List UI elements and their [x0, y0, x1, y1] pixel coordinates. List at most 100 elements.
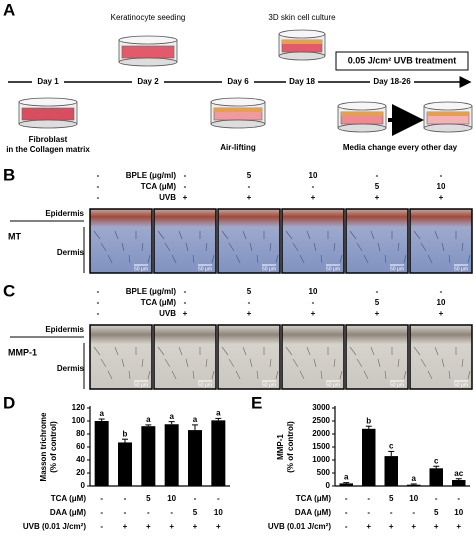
condition-value: 5	[247, 287, 252, 296]
scale-label: 50 μm	[390, 266, 404, 272]
fiber	[114, 230, 119, 240]
condition-value: 10	[454, 508, 463, 517]
fiber	[228, 242, 235, 252]
fiber	[164, 242, 171, 252]
bar	[141, 426, 156, 486]
y-tick-label: 0	[326, 481, 331, 490]
y-axis-label: MMP-1	[276, 434, 285, 460]
fiber	[242, 346, 247, 356]
significance-label: a	[99, 409, 104, 418]
fiber	[256, 370, 259, 380]
dish-bottom	[118, 57, 178, 67]
condition-value: -	[367, 494, 370, 503]
condition-value: -	[100, 508, 103, 517]
bar	[407, 484, 421, 486]
fiber	[333, 242, 336, 252]
scale-label: 50 μm	[134, 266, 148, 272]
panel-label: D	[3, 393, 15, 412]
condition-value: -	[124, 508, 127, 517]
bar	[362, 428, 376, 486]
y-tick-label: 100	[72, 416, 86, 425]
condition-value: +	[183, 309, 188, 318]
condition-value: 5	[375, 298, 380, 307]
fiber	[377, 358, 381, 368]
fiber	[313, 358, 317, 368]
layer-label: Dermis	[57, 248, 85, 257]
dish-top	[278, 29, 326, 39]
condition-value: 5	[389, 494, 394, 503]
significance-label: a	[146, 415, 151, 424]
condition-value: 10	[309, 287, 318, 296]
condition-value: -	[345, 494, 348, 503]
day-bg	[32, 76, 64, 88]
insert	[121, 45, 175, 59]
histology-image	[89, 324, 153, 390]
fiber	[370, 346, 375, 356]
fiber	[100, 242, 107, 252]
fiber	[292, 358, 299, 368]
fiber	[171, 370, 177, 380]
condition-value: +	[123, 522, 128, 531]
fiber	[235, 254, 241, 264]
fiber	[320, 254, 323, 264]
condition-value: +	[439, 193, 444, 202]
fiber	[269, 358, 272, 368]
fiber	[339, 254, 343, 264]
epidermis-layer	[427, 112, 469, 116]
uvb-note: 0.05 J/cm² UVB treatment	[348, 55, 457, 65]
condition-value: -	[345, 522, 348, 531]
fiber	[403, 370, 407, 380]
condition-label: BPLE (μg/ml)	[126, 287, 177, 296]
condition-value: +	[146, 522, 151, 531]
condition-value: +	[375, 193, 380, 202]
fiber	[275, 370, 279, 380]
bar	[188, 430, 202, 486]
epidermis-layer	[341, 112, 383, 116]
note: 3D skin cell culture	[268, 13, 336, 22]
insert	[21, 107, 75, 121]
fiber	[147, 254, 151, 264]
fiber	[205, 358, 208, 368]
fiber	[377, 242, 381, 252]
condition-label: TCA (μM)	[141, 182, 177, 191]
condition-label: UVB	[159, 193, 176, 202]
histology-image	[153, 324, 217, 390]
condition-label: TCA (μM)	[51, 494, 87, 503]
histology-image	[409, 208, 473, 274]
condition-value: +	[193, 522, 198, 531]
panel-label: C	[3, 281, 15, 300]
condition-value: 10	[437, 298, 446, 307]
condition-value: -	[184, 182, 187, 191]
fiber	[441, 242, 445, 252]
bar	[429, 468, 443, 486]
condition-label: UVB (0.01 J/cm²)	[268, 522, 331, 531]
condition-value: -	[194, 494, 197, 503]
y-axis-label: (% of control)	[49, 421, 58, 473]
significance-label: a	[344, 473, 349, 482]
fiber	[448, 254, 451, 264]
note: in the Collagen matrix	[6, 145, 90, 154]
scale-label: 50 μm	[198, 382, 212, 388]
condition-value: 5	[146, 494, 151, 503]
y-tick-label: 60	[76, 442, 85, 451]
condition-value: -	[97, 298, 100, 307]
fiber	[192, 370, 195, 380]
condition-value: +	[183, 193, 188, 202]
condition-value: -	[312, 298, 315, 307]
condition-value: -	[217, 494, 220, 503]
condition-value: +	[375, 309, 380, 318]
histology-image	[409, 324, 473, 390]
fiber	[467, 254, 471, 264]
note: Keratinocyte seeding	[111, 13, 186, 22]
note: Air-lifting	[220, 143, 256, 152]
bar	[339, 483, 353, 486]
condition-value: -	[100, 522, 103, 531]
dish-top	[337, 101, 387, 111]
condition-value: -	[248, 298, 251, 307]
day-bg	[370, 76, 414, 88]
dish-top	[18, 97, 78, 107]
fiber	[434, 346, 439, 356]
fiber	[397, 358, 400, 368]
dish-top	[118, 35, 178, 45]
condition-value: -	[147, 508, 150, 517]
